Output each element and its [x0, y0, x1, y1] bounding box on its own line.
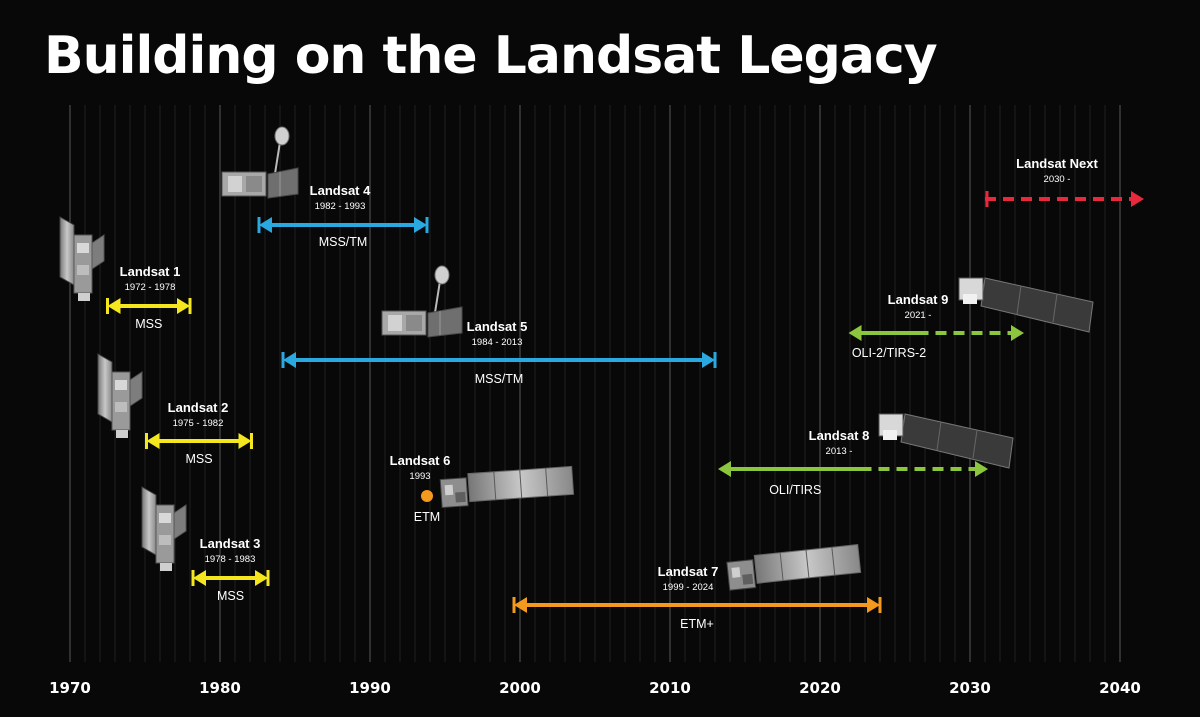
x-tick-label-2040: 2040 — [1099, 679, 1141, 697]
landsat-9-start-arrow — [848, 325, 862, 341]
landsat-6-marker — [421, 490, 433, 502]
landsat-3-end-arrow — [255, 570, 268, 586]
x-tick-label-1990: 1990 — [349, 679, 391, 697]
landsat-3-sensor-label: MSS — [217, 589, 244, 603]
landsat-1-name-label: Landsat 1 — [120, 264, 181, 279]
landsat-7-end-arrow — [867, 597, 880, 613]
landsat-4-name-label: Landsat 4 — [310, 183, 371, 198]
landsat-8-years-label: 2013 - — [826, 446, 853, 457]
landsat-5-years-label: 1984 - 2013 — [472, 337, 523, 348]
landsat-1-sensor-label: MSS — [135, 317, 162, 331]
landsat-5-end-arrow — [702, 352, 715, 368]
landsat-1-end-arrow — [177, 298, 190, 314]
x-tick-label-2020: 2020 — [799, 679, 841, 697]
landsat-1-years-label: 1972 - 1978 — [125, 282, 176, 293]
landsat-4-years-label: 1982 - 1993 — [315, 201, 366, 212]
mission-bar-layer — [106, 191, 1144, 613]
landsat-4-start-arrow — [259, 217, 272, 233]
landsat-3-start-arrow — [193, 570, 206, 586]
landsat-3-satellite-image — [141, 486, 187, 571]
x-axis-tick-layer: 1970 1980 1990 2000 2010 2020 2030 2040 — [49, 679, 1141, 697]
grid-layer — [69, 105, 1121, 662]
landsat-9-satellite-image — [958, 277, 1094, 333]
landsat-8-name-label: Landsat 8 — [809, 428, 870, 443]
x-tick-label-2030: 2030 — [949, 679, 991, 697]
landsat-4-sensor-label: MSS/TM — [319, 235, 368, 249]
landsat-3-years-label: 1978 - 1983 — [205, 554, 256, 565]
landsat-5-start-arrow — [283, 352, 296, 368]
mission-label-layer: Landsat 1 1972 - 1978 MSS Landsat 2 1975 - 1… — [120, 156, 1099, 631]
landsat-5-satellite-image — [381, 265, 463, 338]
landsat-7-years-label: 1999 - 2024 — [663, 582, 714, 593]
page-title: Building on the Landsat Legacy — [44, 26, 938, 86]
landsat-next-years-label: 2030 - — [1044, 174, 1071, 185]
landsat-2-start-arrow — [146, 433, 160, 449]
landsat-next-end-arrow — [1131, 191, 1144, 207]
landsat-3-name-label: Landsat 3 — [200, 536, 261, 551]
x-tick-label-2000: 2000 — [499, 679, 541, 697]
landsat-7-name-label: Landsat 7 — [658, 564, 719, 579]
landsat-2-satellite-image — [97, 353, 143, 438]
landsat-9-end-arrow — [1011, 325, 1024, 341]
landsat-2-end-arrow — [238, 433, 252, 449]
landsat-6-satellite-image — [439, 465, 575, 509]
landsat-7-sensor-label: ETM+ — [680, 617, 714, 631]
landsat-2-name-label: Landsat 2 — [168, 400, 229, 415]
landsat-5-sensor-label: MSS/TM — [475, 372, 524, 386]
landsat-9-sensor-label: OLI-2/TIRS-2 — [852, 346, 926, 360]
landsat-1-start-arrow — [107, 298, 121, 314]
landsat-6-name-label: Landsat 6 — [390, 453, 451, 468]
landsat-6-years-label: 1993 — [409, 471, 430, 482]
landsat-5-name-label: Landsat 5 — [467, 319, 528, 334]
landsat-7-satellite-image — [726, 544, 862, 591]
landsat-8-end-arrow — [975, 461, 988, 477]
landsat-4-end-arrow — [414, 217, 427, 233]
x-tick-label-2010: 2010 — [649, 679, 691, 697]
landsat-8-start-arrow — [718, 461, 731, 477]
landsat-1-satellite-image — [59, 216, 105, 301]
x-tick-label-1980: 1980 — [199, 679, 241, 697]
landsat-8-satellite-image — [878, 413, 1014, 469]
satellite-image-layer — [59, 126, 1094, 591]
landsat-2-years-label: 1975 - 1982 — [173, 418, 224, 429]
x-tick-label-1970: 1970 — [49, 679, 91, 697]
landsat-9-years-label: 2021 - — [905, 310, 932, 321]
landsat-9-name-label: Landsat 9 — [888, 292, 949, 307]
landsat-4-satellite-image — [221, 126, 299, 199]
landsat-8-sensor-label: OLI/TIRS — [769, 483, 821, 497]
landsat-next-name-label: Landsat Next — [1016, 156, 1098, 171]
landsat-6-sensor-label: ETM — [414, 510, 440, 524]
landsat-2-sensor-label: MSS — [185, 452, 212, 466]
landsat-7-start-arrow — [514, 597, 527, 613]
